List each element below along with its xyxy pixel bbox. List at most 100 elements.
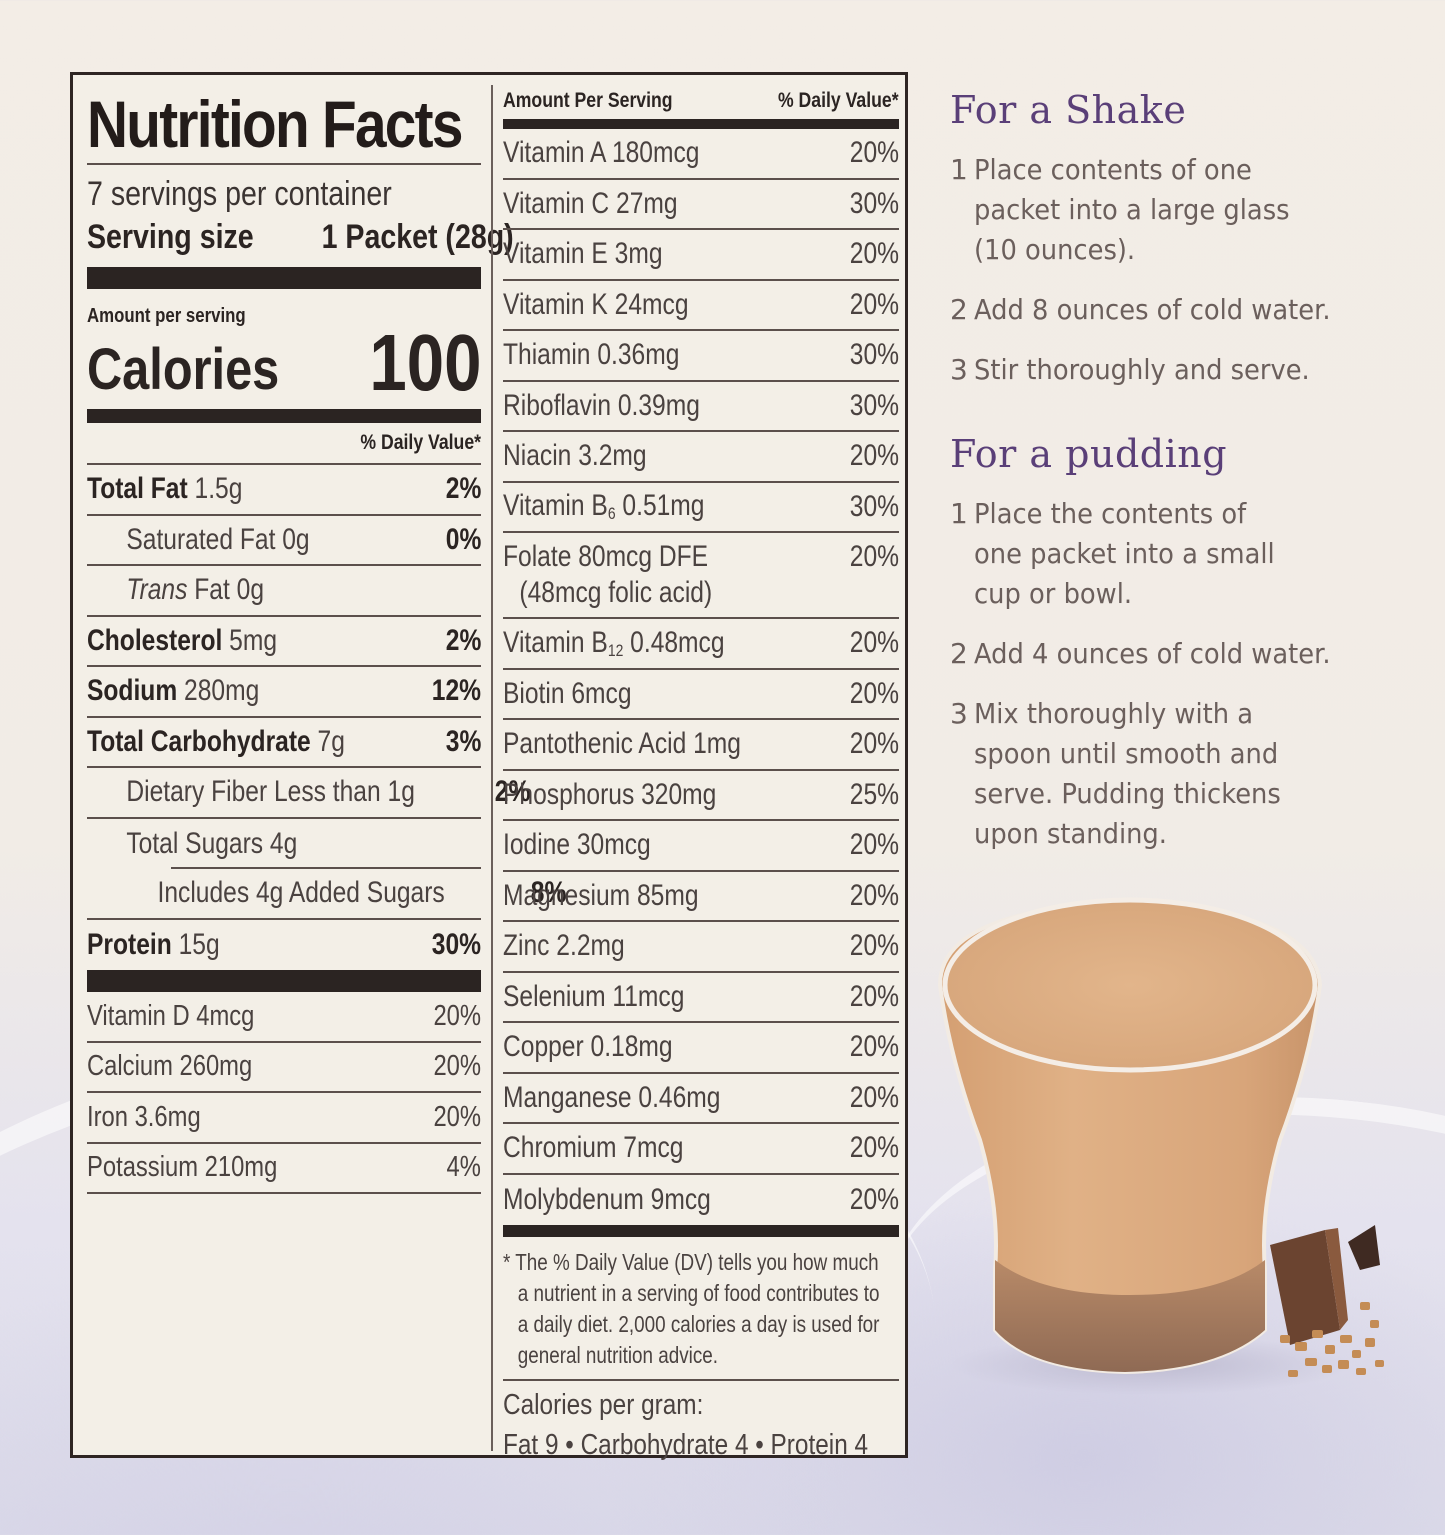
vitamin-row: Thiamin 0.36mg 30% <box>503 331 899 382</box>
pudding-step: 3 Mix thoroughly with a spoon until smoot… <box>950 694 1362 854</box>
nutrient-amount: Dietary Fiber Less than 1g <box>126 775 415 809</box>
vitamin-dv: 20% <box>849 287 899 321</box>
shake-glass-icon <box>937 897 1384 1395</box>
step-number: 2 <box>950 293 968 326</box>
vitamin-amount: 0.48mcg <box>623 625 725 659</box>
divider <box>503 1379 899 1381</box>
vitamin-dv: 20% <box>849 1182 899 1216</box>
nutrient-row-total-fat: Total Fat 1.5g 2% <box>87 465 481 516</box>
nutrient-dv: 8% <box>531 876 567 910</box>
vitamin-name: Niacin 3.2mg <box>503 439 647 473</box>
vitamin-name: Potassium 210mg <box>87 1151 278 1184</box>
shake-step: 3 Stir thoroughly and serve. <box>950 350 1362 390</box>
nutrient-amount: 5mg <box>229 623 278 657</box>
vitamin-dv: 20% <box>849 626 899 660</box>
step-number: 2 <box>950 637 968 670</box>
vitamin-name: Thiamin 0.36mg <box>503 338 680 372</box>
step-text: Stir thoroughly and serve. <box>974 353 1310 386</box>
shake-glass-image <box>920 890 1420 1410</box>
nutrient-row-dietary-fiber: Dietary Fiber Less than 1g 2% <box>87 768 530 819</box>
vitamin-name: Riboflavin 0.39mg <box>503 388 700 422</box>
vitamin-amount: 0.51mg <box>615 489 705 523</box>
column-divider <box>491 85 493 1451</box>
pudding-steps: 1 Place the contents of one packet into a… <box>950 494 1362 854</box>
step-text: Add 4 ounces of cold water. <box>974 637 1331 670</box>
vitamin-name: Molybdenum 9mcg <box>503 1182 711 1216</box>
thick-divider <box>503 119 899 129</box>
vitamin-row: Vitamin K 24mcg 20% <box>503 281 899 331</box>
divider <box>87 163 481 165</box>
daily-value-header: % Daily Value* <box>360 431 481 454</box>
footnote-line: * The % Daily Value (DV) tells you how m… <box>503 1249 879 1275</box>
vitamin-dv: 20% <box>849 878 899 912</box>
nutrient-amount: Saturated Fat 0g <box>126 522 310 556</box>
vitamin-row-b6: Vitamin B6 0.51mg 30% <box>503 483 899 533</box>
vitamin-name: Vitamin D 4mcg <box>87 999 255 1032</box>
vitamin-name: Iodine 30mcg <box>503 828 651 862</box>
vitamin-rows-right: Vitamin A 180mcg 20% Vitamin C 27mg 30% Vi… <box>503 129 899 1225</box>
vitamin-row: Potassium 210mg 4% <box>87 1144 481 1194</box>
vitamin-dv: 20% <box>849 540 899 573</box>
footnote-line: a daily diet. 2,000 calories a day is us… <box>517 1311 880 1337</box>
vitamin-name: Calcium 260mg <box>87 1050 253 1083</box>
vitamin-row: Manganese 0.46mg 20% <box>503 1074 899 1124</box>
vitamin-dv: 20% <box>433 999 481 1032</box>
vitamin-row: Copper 0.18mg 20% <box>503 1023 899 1074</box>
vitamin-name: Pantothenic Acid 1mg <box>503 727 741 761</box>
vitamin-name-line1: Folate 80mcg DFE <box>503 540 709 573</box>
nutrient-name: Protein <box>87 927 172 961</box>
vitamin-name: Vitamin B6 0.51mg <box>503 489 704 524</box>
nutrient-name: Sodium <box>87 674 178 708</box>
serving-size-row: Serving size 1 Packet (28g) <box>87 215 514 259</box>
vitamin-name: Biotin 6mcg <box>503 676 632 710</box>
vitamin-dv: 30% <box>849 186 899 220</box>
nutrient-row-total-sugars: Total Sugars 4g <box>87 819 481 870</box>
vitamin-dv: 20% <box>849 727 899 761</box>
nutrient-dv: 2% <box>445 623 481 657</box>
vitamin-dv: 20% <box>849 1131 899 1165</box>
nutrient-name: Cholesterol <box>87 623 223 657</box>
nutrient-row-saturated-fat: Saturated Fat 0g 0% <box>87 516 481 566</box>
calories-label: Calories <box>87 337 280 402</box>
nutrient-amount: 15g <box>178 927 220 961</box>
step-number: 1 <box>950 153 968 186</box>
nutrient-dv: 3% <box>445 724 481 758</box>
label-title: Nutrition Facts <box>87 87 463 161</box>
chocolate-pieces <box>1270 1225 1380 1345</box>
amount-per-serving: Amount per serving <box>87 305 246 327</box>
nutrient-row-protein: Protein 15g 30% <box>87 920 481 971</box>
step-text: Mix thoroughly with a spoon until smooth… <box>974 697 1281 850</box>
vitamin-row: Vitamin A 180mcg 20% <box>503 129 899 180</box>
nutrient-dv: 2% <box>445 472 481 506</box>
vitamin-dv: 30% <box>849 489 899 523</box>
vitamin-row: Niacin 3.2mg 20% <box>503 432 899 483</box>
nutrient-dv: 0% <box>445 522 481 556</box>
vitamin-row: Riboflavin 0.39mg 30% <box>503 382 899 432</box>
nutrient-row-sodium: Sodium 280mg 12% <box>87 667 481 718</box>
step-number: 3 <box>950 353 968 386</box>
vitamin-dv: 20% <box>433 1050 481 1083</box>
vitamin-name: Vitamin E 3mg <box>503 237 663 271</box>
vitamin-subscript: 12 <box>607 640 624 660</box>
daily-value-header: % Daily Value* <box>778 89 899 112</box>
vitamin-name: Folate 80mcg DFE (48mcg folic acid) <box>503 539 712 611</box>
nutrient-dv: 2% <box>494 775 531 809</box>
vitamin-name-prefix: Vitamin B <box>503 625 608 659</box>
vitamin-name: Chromium 7mcg <box>503 1131 684 1165</box>
vitamin-row: Magnesium 85mg 20% <box>503 872 899 922</box>
vitamin-dv: 20% <box>433 1100 481 1133</box>
nutrient-amount: Includes 4g Added Sugars <box>157 876 445 910</box>
vitamin-row: Chromium 7mcg 20% <box>503 1124 899 1175</box>
daily-value-footnote: * The % Daily Value (DV) tells you how m… <box>503 1237 899 1379</box>
step-text: Place the contents of one packet into a … <box>974 497 1275 610</box>
vitamin-row: Vitamin E 3mg 20% <box>503 230 899 281</box>
vitamin-row: Phosphorus 320mg 25% <box>503 771 899 821</box>
vitamin-dv: 4% <box>446 1151 481 1184</box>
vitamin-name: Copper 0.18mg <box>503 1030 673 1064</box>
vitamin-row: Iodine 30mcg 20% <box>503 821 899 872</box>
shake-instructions: For a Shake 1 Place contents of one packe… <box>950 88 1362 410</box>
vitamin-row-folate: Folate 80mcg DFE (48mcg folic acid) 20% <box>503 533 899 619</box>
pudding-title: For a pudding <box>950 432 1228 476</box>
vitamin-dv: 30% <box>849 338 899 372</box>
thick-divider <box>87 267 481 289</box>
